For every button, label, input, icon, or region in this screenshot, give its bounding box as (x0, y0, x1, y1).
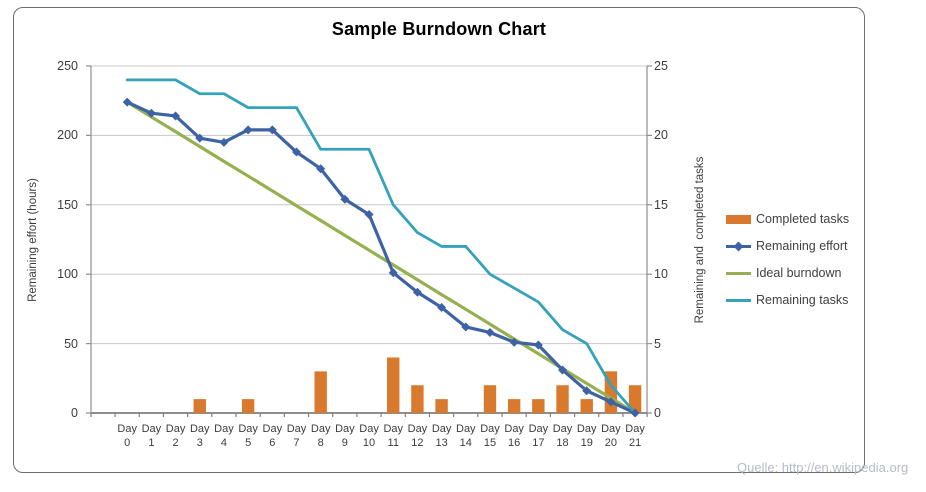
legend-label: Remaining effort (756, 239, 848, 253)
diamond-marker (219, 137, 229, 147)
legend-item-remaining-effort: Remaining effort (726, 239, 849, 253)
y-left-tick-label: 200 (57, 128, 78, 143)
diamond-marker (485, 327, 495, 337)
y-left-tick-label: 100 (57, 267, 78, 282)
y-right-tick-label: 10 (654, 267, 668, 282)
bar-completed-tasks (507, 399, 521, 413)
diamond-marker (291, 147, 301, 157)
diamond-marker (316, 164, 326, 174)
x-category-label: Day 14 (456, 423, 476, 449)
legend: Completed tasks Remaining effort Ideal bur… (726, 212, 849, 307)
line-swatch-icon (726, 239, 753, 253)
y-left-tick-label: 50 (64, 336, 78, 351)
right-axis-title: Remaining and completed tasks (694, 156, 706, 324)
x-category-label: Day 11 (383, 423, 404, 449)
series-remaining-tasks-line (125, 78, 637, 415)
x-category-label: Day 3 (189, 423, 210, 449)
legend-item-completed-tasks: Completed tasks (726, 212, 849, 226)
chart-title: Sample Burndown Chart (331, 19, 547, 39)
x-category-label: Day 21 (625, 423, 645, 449)
y-right-tick-label: 20 (654, 128, 668, 143)
x-category-label: Day 12 (407, 423, 428, 449)
bar-completed-tasks (556, 385, 569, 413)
series-remaining-effort-line (125, 100, 637, 415)
x-category-label: Day 4 (214, 423, 234, 449)
diamond-marker-icon (733, 241, 744, 251)
bar-swatch-icon (726, 212, 753, 226)
x-category-label: Day 9 (335, 423, 355, 449)
diamond-marker (267, 125, 277, 135)
bar-completed-tasks (435, 399, 448, 413)
x-category-label: Day 8 (310, 423, 331, 449)
line-swatch-icon (726, 293, 753, 307)
diamond-marker (243, 125, 253, 135)
legend-label: Ideal burndown (756, 266, 842, 280)
series-ideal-burndown-line (125, 100, 637, 415)
bar-completed-tasks (483, 385, 497, 413)
diamond-marker (412, 287, 422, 297)
bar-completed-tasks (241, 399, 255, 413)
diamond-marker (437, 303, 447, 313)
legend-label: Remaining tasks (756, 293, 849, 307)
x-category-label: Day 19 (576, 423, 597, 449)
y-left-tick-label: 250 (57, 59, 78, 73)
diamond-marker (461, 322, 471, 332)
chart-border (13, 7, 865, 473)
bar-completed-tasks (193, 399, 206, 413)
source-note: Quelle: http://en.wikipedia.org (737, 460, 909, 475)
diamond-marker (195, 133, 205, 143)
x-category-label: Day 17 (528, 423, 549, 449)
x-category-label: Day 5 (238, 423, 258, 449)
x-category-label: Day 13 (431, 423, 452, 449)
diamond-marker (122, 97, 132, 107)
bar-completed-tasks (580, 399, 593, 413)
y-left-tick-label: 150 (57, 197, 78, 212)
diamond-marker (533, 340, 543, 350)
x-category-label: Day 10 (359, 423, 379, 449)
diamond-marker (146, 108, 156, 118)
x-category-label: Day 20 (601, 423, 621, 449)
x-category-label: Day 6 (262, 423, 283, 449)
diamond-marker (364, 210, 374, 220)
diamond-marker (582, 386, 592, 396)
legend-item-remaining-tasks: Remaining tasks (726, 293, 849, 307)
x-category-label: Day 1 (141, 423, 162, 449)
diamond-marker (388, 268, 398, 278)
diamond-marker (630, 408, 640, 418)
diamond-marker (558, 365, 568, 375)
bar-completed-tasks (411, 385, 424, 413)
y-left-tick-label: 0 (71, 406, 78, 420)
x-category-label: Day 18 (552, 423, 573, 449)
x-category-label: Day 0 (117, 423, 137, 449)
x-category-label: Day 2 (165, 423, 186, 449)
x-category-label: Day 7 (286, 423, 307, 449)
legend-label: Completed tasks (756, 212, 850, 226)
x-category-label: Day 16 (504, 423, 524, 449)
diamond-marker (171, 111, 181, 121)
diamond-marker (509, 337, 519, 347)
bar-completed-tasks (628, 385, 642, 413)
y-right-tick-label: 25 (654, 59, 668, 73)
legend-item-ideal-burndown: Ideal burndown (726, 266, 849, 280)
bar-completed-tasks (314, 371, 327, 413)
bar-completed-tasks (532, 399, 545, 413)
diamond-marker (340, 194, 350, 204)
y-right-tick-label: 15 (654, 197, 668, 212)
diamond-marker (606, 397, 616, 407)
x-category-label: Day 15 (480, 423, 500, 449)
left-axis-title: Remaining effort (hours) (27, 178, 39, 302)
y-right-tick-label: 5 (654, 336, 661, 351)
line-swatch-icon (726, 266, 753, 280)
y-right-tick-label: 0 (654, 406, 661, 420)
bar-completed-tasks (387, 357, 400, 413)
